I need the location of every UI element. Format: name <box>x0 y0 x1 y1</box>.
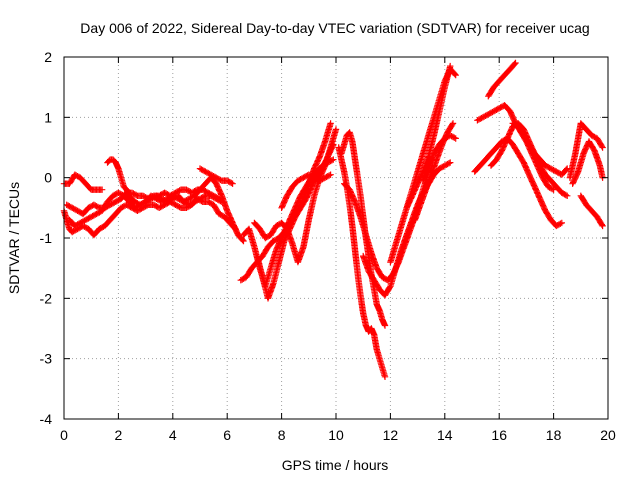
x-axis-label: GPS time / hours <box>282 457 389 473</box>
data-marks <box>419 132 459 184</box>
y-axis-label: SDTVAR / TECUs <box>6 182 22 294</box>
series-arc-26 <box>569 138 606 187</box>
series-arc-10 <box>253 141 337 302</box>
x-tick-labels: 0 2 4 6 8 10 12 14 16 18 20 <box>60 427 616 443</box>
series-arc-13 <box>335 144 389 380</box>
data-marks <box>569 138 606 187</box>
x-tick-label: 2 <box>115 427 123 443</box>
y-tick-label: -1 <box>40 230 53 246</box>
y-tick-label: -3 <box>40 351 53 367</box>
x-tick-label: 16 <box>491 427 507 443</box>
data-marks <box>360 159 454 299</box>
y-tick-label: 0 <box>44 170 52 186</box>
x-tick-label: 18 <box>546 427 562 443</box>
data-marks <box>566 120 606 181</box>
data-marks <box>509 120 571 199</box>
data-marks <box>485 59 519 100</box>
data-points <box>60 59 606 380</box>
x-tick-label: 0 <box>60 427 68 443</box>
y-tick-label: 2 <box>44 49 52 65</box>
x-tick-label: 14 <box>437 427 453 443</box>
x-tick-label: 8 <box>278 427 286 443</box>
series-arc-19 <box>419 132 459 184</box>
series-arc-27 <box>577 192 606 230</box>
x-tick-label: 20 <box>600 427 616 443</box>
grid-lines <box>64 57 608 419</box>
data-marks <box>104 156 247 245</box>
y-tick-labels: -4 -3 -2 -1 0 1 2 <box>40 49 53 427</box>
series-arc-11 <box>278 171 334 211</box>
series-arc-15 <box>360 159 454 299</box>
data-marks <box>577 192 606 230</box>
y-tick-label: 1 <box>44 109 52 125</box>
data-marks <box>278 171 334 211</box>
x-tick-label: 6 <box>223 427 231 443</box>
axis-ticks <box>63 56 609 420</box>
x-tick-label: 10 <box>328 427 344 443</box>
x-tick-label: 4 <box>169 427 177 443</box>
series-arc-17 <box>403 62 454 211</box>
data-marks <box>403 62 454 211</box>
series-arc-24 <box>509 120 571 199</box>
series-arc-5 <box>104 156 247 245</box>
series-arc-22 <box>485 59 519 100</box>
y-tick-label: -4 <box>40 411 53 427</box>
series-arc-25 <box>566 120 606 181</box>
y-tick-label: -2 <box>40 290 53 306</box>
x-tick-label: 12 <box>383 427 399 443</box>
series-arc-6 <box>196 165 236 187</box>
data-marks <box>60 171 106 193</box>
chart-title: Day 006 of 2022, Sidereal Day-to-day VTE… <box>80 20 589 36</box>
series-arc-1 <box>60 171 106 193</box>
data-marks <box>335 144 389 380</box>
data-marks <box>253 141 337 302</box>
data-marks <box>196 165 236 187</box>
